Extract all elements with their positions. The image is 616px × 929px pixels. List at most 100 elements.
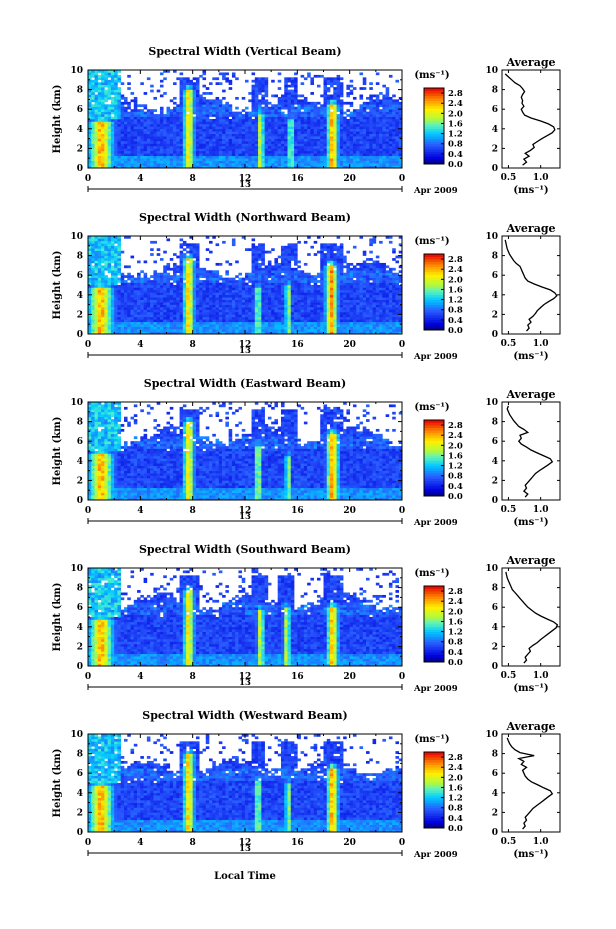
heatmap-cell bbox=[307, 119, 311, 122]
heatmap-cell bbox=[173, 96, 177, 100]
heatmap-cell bbox=[245, 111, 249, 115]
heatmap-cell bbox=[182, 324, 187, 327]
heatmap-cell bbox=[375, 131, 380, 134]
heatmap-cell bbox=[228, 299, 233, 303]
heatmap-cell bbox=[238, 136, 243, 139]
heatmap-cell bbox=[88, 114, 92, 117]
heatmap-cell bbox=[91, 160, 95, 164]
heatmap-cell bbox=[349, 79, 354, 83]
heatmap-cell bbox=[104, 121, 108, 125]
heatmap-cell bbox=[218, 136, 223, 139]
heatmap-cell bbox=[114, 148, 118, 152]
heatmap-cell bbox=[235, 121, 239, 125]
heatmap-cell bbox=[166, 321, 171, 325]
heatmap-cell bbox=[163, 143, 167, 147]
heatmap-cell bbox=[349, 114, 354, 117]
heatmap-cell bbox=[182, 111, 187, 115]
heatmap-cell bbox=[225, 77, 229, 81]
heatmap-cell bbox=[133, 329, 138, 332]
heatmap-cell bbox=[150, 155, 154, 159]
heatmap-cell bbox=[186, 324, 190, 327]
heatmap-cell bbox=[251, 145, 256, 149]
heatmap-cell bbox=[156, 158, 161, 161]
heatmap-cell bbox=[199, 106, 203, 110]
heatmap-cell bbox=[248, 145, 252, 149]
heatmap-cell bbox=[186, 277, 190, 281]
heatmap-cell bbox=[179, 77, 184, 81]
heatmap-cell bbox=[316, 84, 321, 88]
heatmap-cell bbox=[241, 307, 246, 310]
heatmap-cell bbox=[290, 106, 295, 110]
heatmap-cell bbox=[107, 136, 112, 139]
heatmap-cell bbox=[303, 126, 308, 130]
heatmap-cell bbox=[382, 128, 386, 132]
heatmap-cell bbox=[290, 163, 295, 166]
heatmap-cell bbox=[127, 309, 131, 313]
heatmap-cell bbox=[274, 160, 279, 164]
heatmap-cell bbox=[290, 89, 295, 93]
heatmap-cell bbox=[362, 153, 367, 157]
heatmap-cell bbox=[156, 321, 161, 325]
colorbar-tick-label: 2.0 bbox=[448, 109, 463, 119]
heatmap-cell bbox=[336, 74, 341, 78]
heatmap-cell bbox=[130, 138, 135, 142]
heatmap-cell bbox=[169, 128, 174, 132]
heatmap-cell bbox=[280, 160, 285, 164]
heatmap-cell bbox=[137, 272, 141, 276]
heatmap-cell bbox=[385, 163, 390, 166]
heatmap-cell bbox=[173, 309, 177, 313]
heatmap-cell bbox=[222, 289, 226, 293]
heatmap-cell bbox=[195, 307, 200, 310]
heatmap-cell bbox=[330, 138, 334, 142]
heatmap-cell bbox=[156, 280, 161, 283]
heatmap-cell bbox=[137, 260, 141, 264]
heatmap-cell bbox=[267, 143, 272, 147]
heatmap-cell bbox=[110, 84, 115, 88]
heatmap-cell bbox=[94, 143, 99, 147]
heatmap-cell bbox=[91, 158, 95, 161]
heatmap-cell bbox=[146, 126, 151, 130]
heatmap-cell bbox=[163, 272, 167, 276]
heatmap-cell bbox=[235, 148, 239, 152]
heatmap-cell bbox=[287, 148, 292, 152]
heatmap-cell bbox=[159, 311, 164, 315]
heatmap-cell bbox=[271, 131, 275, 134]
heatmap-cell bbox=[150, 133, 154, 137]
heatmap-cell bbox=[212, 309, 216, 313]
colorbar-segment bbox=[424, 128, 444, 132]
heatmap-cell bbox=[245, 248, 249, 251]
heatmap-cell bbox=[254, 106, 259, 110]
heatmap-cell bbox=[209, 99, 213, 103]
heatmap-cell bbox=[271, 145, 275, 149]
heatmap-cell bbox=[222, 133, 226, 137]
heatmap-cell bbox=[173, 324, 177, 327]
heatmap-cell bbox=[110, 311, 115, 315]
heatmap-cell bbox=[222, 319, 226, 323]
heatmap-cell bbox=[133, 294, 138, 298]
heatmap-cell bbox=[274, 141, 279, 144]
heatmap-cell bbox=[382, 99, 386, 103]
heatmap-cell bbox=[339, 116, 344, 120]
heatmap-cell bbox=[169, 314, 174, 318]
heatmap-cell bbox=[104, 111, 108, 115]
heatmap-cell bbox=[235, 260, 239, 264]
heatmap-cell bbox=[352, 111, 357, 115]
heatmap-cell bbox=[205, 277, 210, 281]
colorbar-segment bbox=[424, 126, 444, 129]
heatmap-cell bbox=[222, 324, 226, 327]
heatmap-cell bbox=[120, 302, 125, 305]
heatmap-cell bbox=[218, 285, 223, 288]
heatmap-cell bbox=[202, 158, 207, 161]
heatmap-cell bbox=[143, 260, 148, 264]
heatmap-cell bbox=[261, 282, 265, 286]
heatmap-cell bbox=[356, 114, 360, 117]
heatmap-cell bbox=[123, 265, 128, 269]
heatmap-cell bbox=[153, 326, 157, 330]
heatmap-cell bbox=[271, 155, 275, 159]
heatmap-cell bbox=[346, 131, 350, 134]
heatmap-cell bbox=[176, 150, 180, 154]
heatmap-cell bbox=[88, 96, 92, 100]
heatmap-cell bbox=[287, 165, 292, 169]
heatmap-cell bbox=[130, 165, 135, 169]
heatmap-cell bbox=[323, 148, 328, 152]
